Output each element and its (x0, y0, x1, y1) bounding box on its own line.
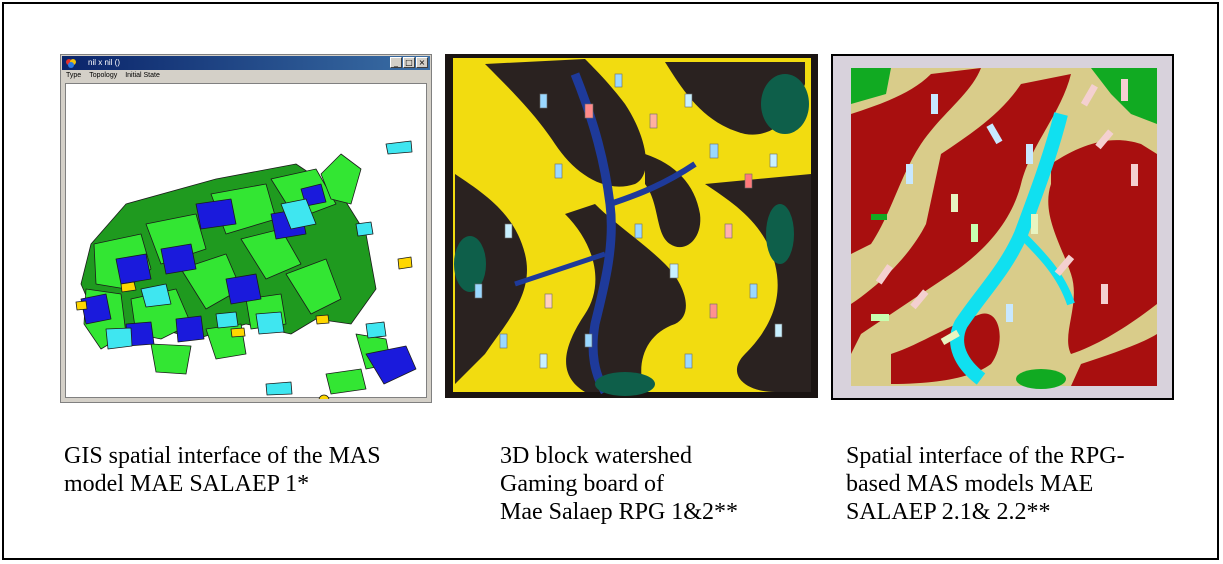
gis-window-titlebar[interactable]: nil x nil () _ □ × (62, 56, 430, 70)
menu-item-type[interactable]: Type (66, 72, 82, 79)
menu-item-initial-state[interactable]: Initial State (125, 72, 160, 79)
gis-parcel-map (75, 140, 417, 399)
caption-line: SALAEP 2.1& 2.2** (846, 499, 1051, 525)
gis-window: nil x nil () _ □ × Type Topology Initial… (60, 54, 432, 403)
minimize-button[interactable]: _ (390, 57, 402, 68)
caption-gaming-board: 3D block watershed Gaming board of Mae S… (500, 442, 738, 526)
gis-window-title: nil x nil () (88, 58, 121, 67)
rpg-grid-map (831, 54, 1174, 400)
caption-gis-interface: GIS spatial interface of the MAS model M… (64, 442, 381, 498)
caption-line: Spatial interface of the RPG- (846, 443, 1125, 469)
rpg-mas-spatial-map (831, 54, 1174, 400)
menu-item-topology[interactable]: Topology (89, 72, 118, 79)
caption-rpg-interface: Spatial interface of the RPG- based MAS … (846, 442, 1125, 526)
caption-line: GIS spatial interface of the MAS (64, 443, 381, 469)
app-icon (66, 59, 76, 68)
watershed-board-photo (445, 54, 818, 398)
close-button[interactable]: × (416, 57, 428, 68)
caption-line: model MAE SALAEP 1* (64, 471, 310, 497)
maximize-button[interactable]: □ (403, 57, 415, 68)
gis-menubar: Type Topology Initial State (62, 70, 430, 81)
window-controls: _ □ × (390, 57, 428, 68)
caption-line: 3D block watershed (500, 443, 692, 469)
gaming-board-image (445, 54, 818, 398)
gis-window-frame: nil x nil () _ □ × Type Topology Initial… (60, 54, 432, 403)
caption-line: Mae Salaep RPG 1&2** (500, 499, 738, 525)
caption-line: Gaming board of (500, 471, 664, 497)
caption-line: based MAS models MAE (846, 471, 1094, 497)
gis-map-canvas[interactable] (65, 83, 427, 399)
